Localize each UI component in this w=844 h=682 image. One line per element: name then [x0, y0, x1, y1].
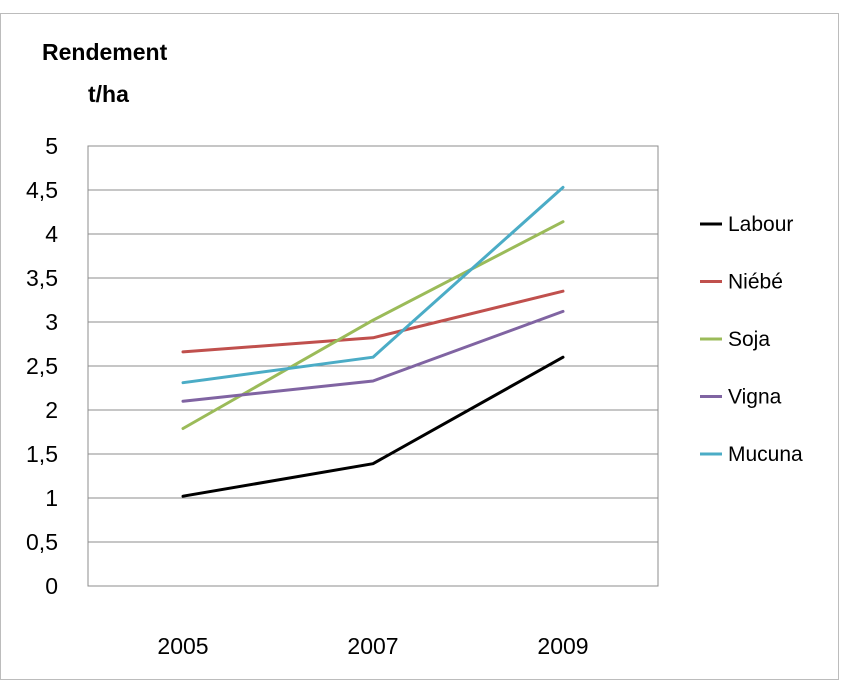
y-tick-label: 2: [45, 397, 58, 423]
legend-item: Vigna: [700, 386, 782, 409]
legend-item: Niébé: [700, 271, 783, 294]
y-tick-label: 0: [45, 573, 58, 599]
x-tick-label: 2005: [157, 633, 208, 659]
legend-label: Soja: [728, 328, 770, 351]
y-axis-label-line2: t/ha: [88, 81, 129, 107]
legend-label: Mucuna: [728, 443, 803, 466]
series-lines: [181, 185, 565, 498]
x-tick-label: 2009: [537, 633, 588, 659]
y-tick-label: 5: [45, 133, 58, 159]
chart-frame: [0, 13, 839, 680]
legend: Labour Niébé Soja Vigna Mucuna: [700, 213, 803, 466]
legend-label: Vigna: [728, 386, 782, 409]
y-tick-label: 0,5: [26, 529, 58, 555]
y-tick-label: 3,5: [26, 265, 58, 291]
y-tick-label: 4: [45, 221, 58, 247]
y-axis-label: Rendement t/ha: [42, 39, 168, 107]
legend-label: Labour: [728, 213, 793, 236]
series-line-mucuna: [181, 185, 565, 385]
legend-item: Mucuna: [700, 443, 803, 466]
legend-item: Soja: [700, 328, 770, 351]
legend-item: Labour: [700, 213, 793, 236]
y-tick-label: 4,5: [26, 177, 58, 203]
y-tick-label: 3: [45, 309, 58, 335]
series-line-labour: [181, 355, 565, 498]
series-line-vigna: [181, 309, 565, 403]
y-tick-label: 1,5: [26, 441, 58, 467]
x-tick-label: 2007: [347, 633, 398, 659]
y-axis-label-line1: Rendement: [42, 39, 168, 65]
legend-label: Niébé: [728, 271, 783, 294]
series-line-soja: [181, 220, 565, 430]
series-line-niébé: [181, 289, 565, 354]
y-tick-label: 2,5: [26, 353, 58, 379]
y-tick-label: 1: [45, 485, 58, 511]
plot-area: [87, 145, 659, 587]
x-axis-ticks: 2005 2007 2009: [157, 633, 588, 659]
y-axis-ticks: 0 0,5 1 1,5 2 2,5 3 3,5 4 4,5 5: [26, 133, 58, 599]
